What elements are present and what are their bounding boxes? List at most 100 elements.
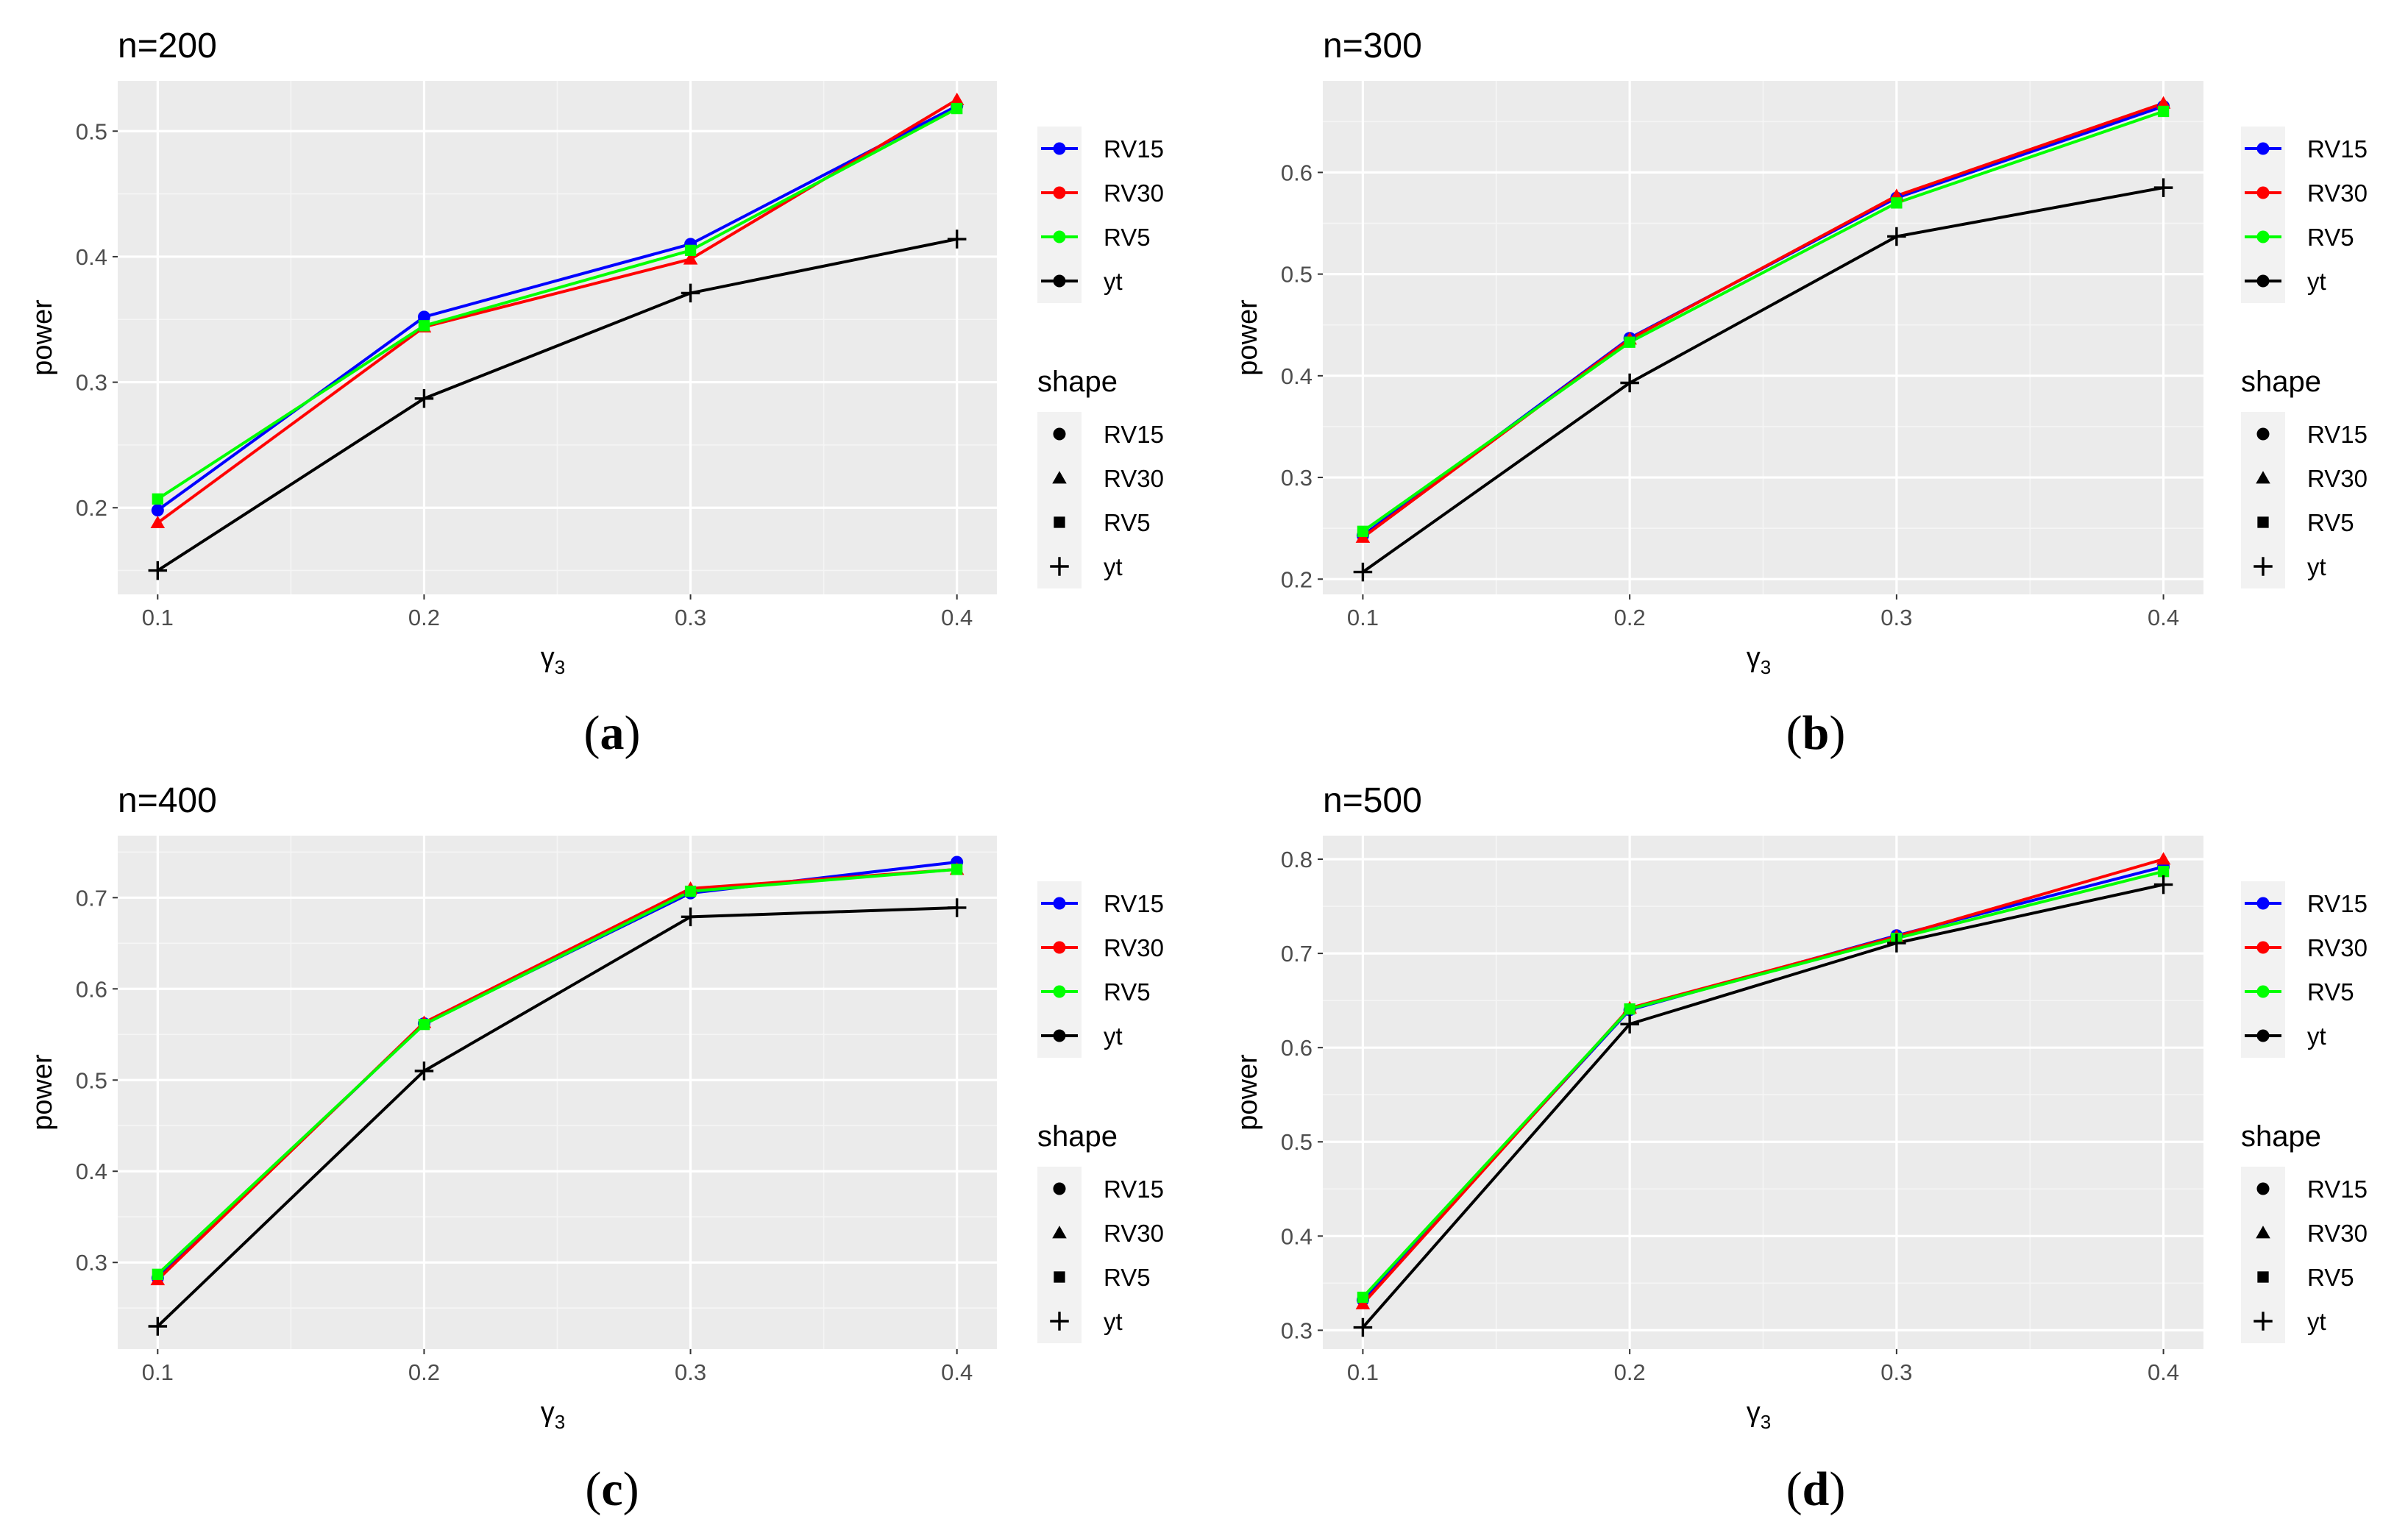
- legend-label: RV15: [2307, 421, 2368, 448]
- y-tick-label: 0.4: [1281, 1223, 1313, 1249]
- panel-c: 0.3 0.4 0.5 0.6 0.7 0.1 0.2 0.3 0.4 n=400 power γ3 R…: [27, 781, 1164, 1516]
- legend-label: yt: [2307, 1308, 2326, 1335]
- x-tick-label: 0.4: [941, 605, 973, 630]
- panel-caption-letter: b: [1803, 706, 1830, 760]
- panel-caption-letter: a: [600, 706, 625, 760]
- legend-key-dot: [1053, 985, 1066, 998]
- point-yt: [414, 389, 434, 408]
- series-line-rv5: [1361, 869, 2164, 1298]
- legend-shape-plus-icon: [1050, 1312, 1069, 1331]
- panel-caption-letter: c: [601, 1462, 622, 1516]
- series-line-yt: [1361, 883, 2164, 1329]
- point-rv15: [417, 310, 430, 324]
- legend-label: RV15: [1104, 135, 1164, 163]
- legend-shape-circle-icon: [1053, 1182, 1066, 1195]
- point-rv5: [2157, 105, 2170, 118]
- y-tick-label: 0.5: [1281, 1129, 1313, 1155]
- point-yt: [1620, 1014, 1639, 1034]
- panel-title: n=400: [118, 781, 217, 820]
- x-tick-label: 0.3: [675, 605, 706, 630]
- legend-label: RV15: [2307, 890, 2368, 917]
- y-tick-label: 0.5: [1281, 262, 1313, 288]
- legend-label: RV30: [1104, 179, 1164, 207]
- y-axis-title: power: [1232, 299, 1263, 376]
- point-yt: [1887, 933, 1906, 953]
- y-tick-label: 0.6: [76, 976, 107, 1002]
- legend-shape-title: shape: [2241, 1120, 2321, 1153]
- legend-key-dot: [1053, 186, 1066, 199]
- legend-label: RV15: [1104, 421, 1164, 448]
- legend-key-dot: [1053, 142, 1066, 155]
- legend-label: yt: [2307, 553, 2326, 580]
- legend-label: RV15: [1104, 890, 1164, 917]
- legend-label: yt: [1104, 1022, 1123, 1050]
- x-axis-title: γ3: [541, 1397, 565, 1433]
- point-yt: [947, 898, 967, 917]
- x-tick-label: 0.2: [1614, 605, 1646, 630]
- x-tick-label: 0.1: [142, 605, 174, 630]
- legend-shape-title: shape: [1037, 366, 1118, 398]
- point-rv30: [949, 92, 965, 105]
- legend-key-dot: [2256, 897, 2270, 910]
- panel-caption: (c): [585, 1462, 639, 1516]
- point-rv5: [418, 1018, 430, 1031]
- legend-key-dot: [1053, 274, 1066, 288]
- point-rv15: [151, 504, 164, 517]
- point-yt: [1353, 1317, 1373, 1337]
- legend-label: yt: [1104, 1308, 1123, 1335]
- legend-shape-triangle-icon: [1052, 1226, 1067, 1239]
- x-axis-title-symbol: γ: [1747, 642, 1761, 673]
- point-rv30: [150, 515, 166, 529]
- point-rv5: [1357, 525, 1369, 537]
- panel-title: n=500: [1323, 781, 1422, 820]
- legend-key-dot: [1053, 230, 1066, 243]
- legend-label: yt: [2307, 268, 2326, 295]
- legend-key-dot: [1053, 1029, 1066, 1042]
- legend-label: RV5: [1104, 978, 1151, 1006]
- point-rv5: [2157, 866, 2170, 878]
- panel-d: 0.3 0.4 0.5 0.6 0.7 0.8 0.1 0.2 0.3 0.4 n=500 power…: [1232, 781, 2368, 1516]
- x-tick-label: 0.2: [408, 1359, 440, 1385]
- y-tick-label: 0.6: [1281, 1035, 1313, 1061]
- y-tick-label: 0.4: [1281, 363, 1313, 389]
- y-axis-title: power: [27, 1054, 58, 1131]
- y-tick-label: 0.6: [1281, 160, 1313, 185]
- legend-shape-square-icon: [2257, 1271, 2269, 1283]
- panel-caption-letter: d: [1803, 1462, 1830, 1516]
- legend-shape-square-icon: [2257, 516, 2269, 528]
- legend-label: RV5: [2307, 1264, 2354, 1291]
- y-tick-label: 0.3: [1281, 465, 1313, 491]
- y-tick-label: 0.3: [76, 370, 107, 396]
- legend-shape-circle-icon: [2256, 427, 2270, 441]
- legend-key-dot: [2256, 230, 2270, 243]
- y-tick-label: 0.7: [1281, 941, 1313, 967]
- series-line-yt: [1362, 186, 2164, 574]
- legend-key-dot: [2256, 941, 2270, 954]
- legend-key-dot: [2256, 142, 2270, 155]
- x-tick-label: 0.4: [2148, 1359, 2179, 1385]
- y-tick-label: 0.4: [76, 1159, 107, 1184]
- point-yt: [2153, 875, 2173, 894]
- x-tick-label: 0.4: [941, 1359, 973, 1385]
- legend-label: RV30: [1104, 934, 1164, 961]
- legend-key-dot: [2256, 1029, 2270, 1042]
- y-axis-title: power: [1232, 1054, 1263, 1131]
- legend-key-dot: [2256, 985, 2270, 998]
- series-line-yt: [157, 238, 958, 572]
- x-tick-label: 0.3: [1880, 605, 1912, 630]
- legend-label: RV15: [1104, 1175, 1164, 1203]
- series-line-rv5: [157, 107, 958, 500]
- panel-caption: (d): [1786, 1462, 1846, 1516]
- x-axis-title: γ3: [1747, 642, 1771, 678]
- x-axis-title-symbol: γ: [541, 1397, 555, 1428]
- y-tick-label: 0.5: [76, 118, 107, 144]
- y-tick-label: 0.2: [1281, 566, 1313, 592]
- legend-label: RV30: [2307, 465, 2368, 492]
- legend-label: RV15: [2307, 135, 2368, 163]
- legend-key-dot: [2256, 186, 2270, 199]
- legend-key-dot: [1053, 941, 1066, 954]
- point-rv30: [2156, 96, 2171, 109]
- point-yt: [148, 1317, 168, 1336]
- panel-b: 0.2 0.3 0.4 0.5 0.6 0.1 0.2 0.3 0.4 n=300 power γ3 R…: [1232, 26, 2368, 760]
